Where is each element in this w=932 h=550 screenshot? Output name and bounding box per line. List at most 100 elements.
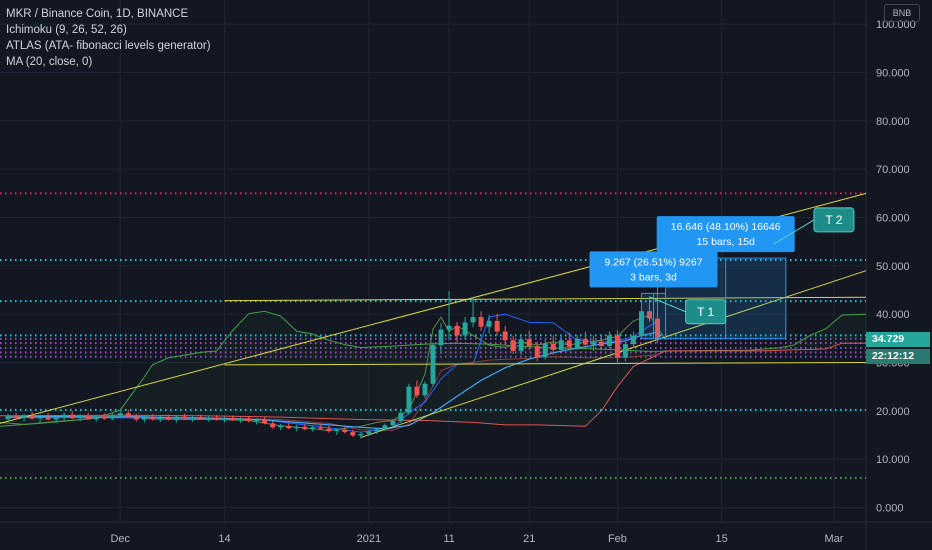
candle: [430, 342, 436, 387]
candle-body: [173, 416, 179, 420]
candle: [117, 411, 123, 419]
candle: [462, 317, 468, 340]
candle: [366, 430, 372, 436]
indicator-ma[interactable]: MA (20, close, 0): [6, 56, 93, 68]
candle-body: [334, 429, 340, 432]
candle-body: [630, 335, 636, 345]
candle: [655, 279, 661, 344]
candle-body: [29, 415, 35, 419]
chart-legend: MKR / Binance Coin, 1D, BINANCE Ichimoku…: [6, 6, 211, 70]
candle-body: [37, 417, 43, 419]
candle-body: [69, 414, 75, 419]
candle: [318, 423, 324, 430]
candle-body: [318, 427, 324, 429]
y-tick-label: 10.000: [876, 454, 910, 466]
candle: [5, 414, 11, 421]
last-price-tag: 34.729: [866, 332, 930, 348]
candle-body: [446, 325, 452, 330]
candle: [286, 423, 292, 430]
candle-body: [582, 338, 588, 345]
y-tick-label: 20.000: [876, 406, 910, 418]
candle-body: [518, 339, 524, 351]
candle-body: [462, 322, 468, 336]
candle-body: [165, 417, 171, 420]
candle: [598, 335, 604, 350]
candle: [29, 411, 35, 420]
symbol-title[interactable]: MKR / Binance Coin, 1D, BINANCE: [6, 8, 189, 20]
candle: [181, 413, 187, 420]
candle-body: [181, 416, 187, 419]
candle-body: [214, 417, 219, 420]
indicator-ichimoku[interactable]: Ichimoku (9, 26, 52, 26): [6, 24, 127, 36]
candle: [518, 334, 524, 355]
candle: [630, 331, 636, 348]
candle: [406, 383, 412, 415]
candle: [558, 336, 564, 354]
candle: [125, 409, 131, 418]
candle: [61, 412, 67, 421]
candle: [238, 417, 244, 423]
candle: [278, 423, 284, 431]
candle-body: [422, 383, 428, 396]
candle: [622, 340, 628, 362]
candle-body: [430, 345, 436, 384]
candle-body: [438, 329, 444, 346]
candle-body: [5, 416, 11, 420]
candle-body: [238, 418, 244, 421]
y-tick-label: 60.000: [876, 213, 910, 225]
candle: [310, 425, 316, 432]
candle-body: [542, 343, 548, 358]
candle: [109, 412, 115, 421]
candle: [374, 427, 380, 435]
y-tick-label: 0.000: [876, 503, 904, 515]
trendline: [360, 270, 867, 438]
candle-body: [13, 416, 19, 419]
candle-body: [149, 417, 155, 420]
candle-body: [262, 420, 268, 424]
candle-body: [326, 428, 332, 432]
candle-body: [622, 344, 628, 358]
candle: [582, 331, 588, 349]
candle: [647, 296, 652, 322]
candle: [157, 415, 163, 422]
x-tick-label: Feb: [608, 533, 627, 545]
candle: [446, 290, 452, 341]
candle-body: [125, 413, 131, 417]
candle-body: [270, 423, 276, 428]
candle: [189, 415, 195, 422]
candle: [342, 427, 348, 434]
candle: [45, 413, 51, 421]
candle-body: [526, 339, 532, 347]
candle: [502, 325, 508, 346]
candle: [454, 321, 460, 343]
candle: [294, 424, 300, 432]
candle: [550, 335, 556, 355]
candle-body: [366, 431, 372, 435]
candle-body: [374, 429, 380, 432]
candle-body: [398, 412, 404, 421]
candle-body: [77, 416, 83, 419]
candle-body: [222, 418, 228, 420]
currency-badge[interactable]: BNB: [884, 4, 920, 22]
candle: [470, 296, 476, 328]
y-tick-label: 90.000: [876, 68, 910, 80]
measure-1-label-bg: [589, 251, 718, 288]
x-tick-label: Mar: [824, 533, 843, 545]
candle-body: [414, 386, 420, 396]
candle: [230, 415, 236, 421]
candle: [438, 322, 444, 354]
candle: [542, 339, 548, 360]
candle: [13, 412, 19, 421]
candle-body: [302, 426, 308, 430]
candle-body: [510, 340, 516, 351]
candle-body: [502, 331, 508, 341]
x-tick-label: 21: [523, 533, 535, 545]
candle: [246, 416, 252, 423]
indicator-atlas[interactable]: ATLAS (ATA- fibonacci levels generator): [6, 40, 211, 52]
trendline: [224, 296, 867, 302]
measure-1-label-bars: 3 bars, 3d: [630, 271, 677, 283]
trendline: [224, 362, 867, 366]
candle: [37, 414, 43, 423]
target-2-callout-label: T 2: [825, 213, 842, 227]
